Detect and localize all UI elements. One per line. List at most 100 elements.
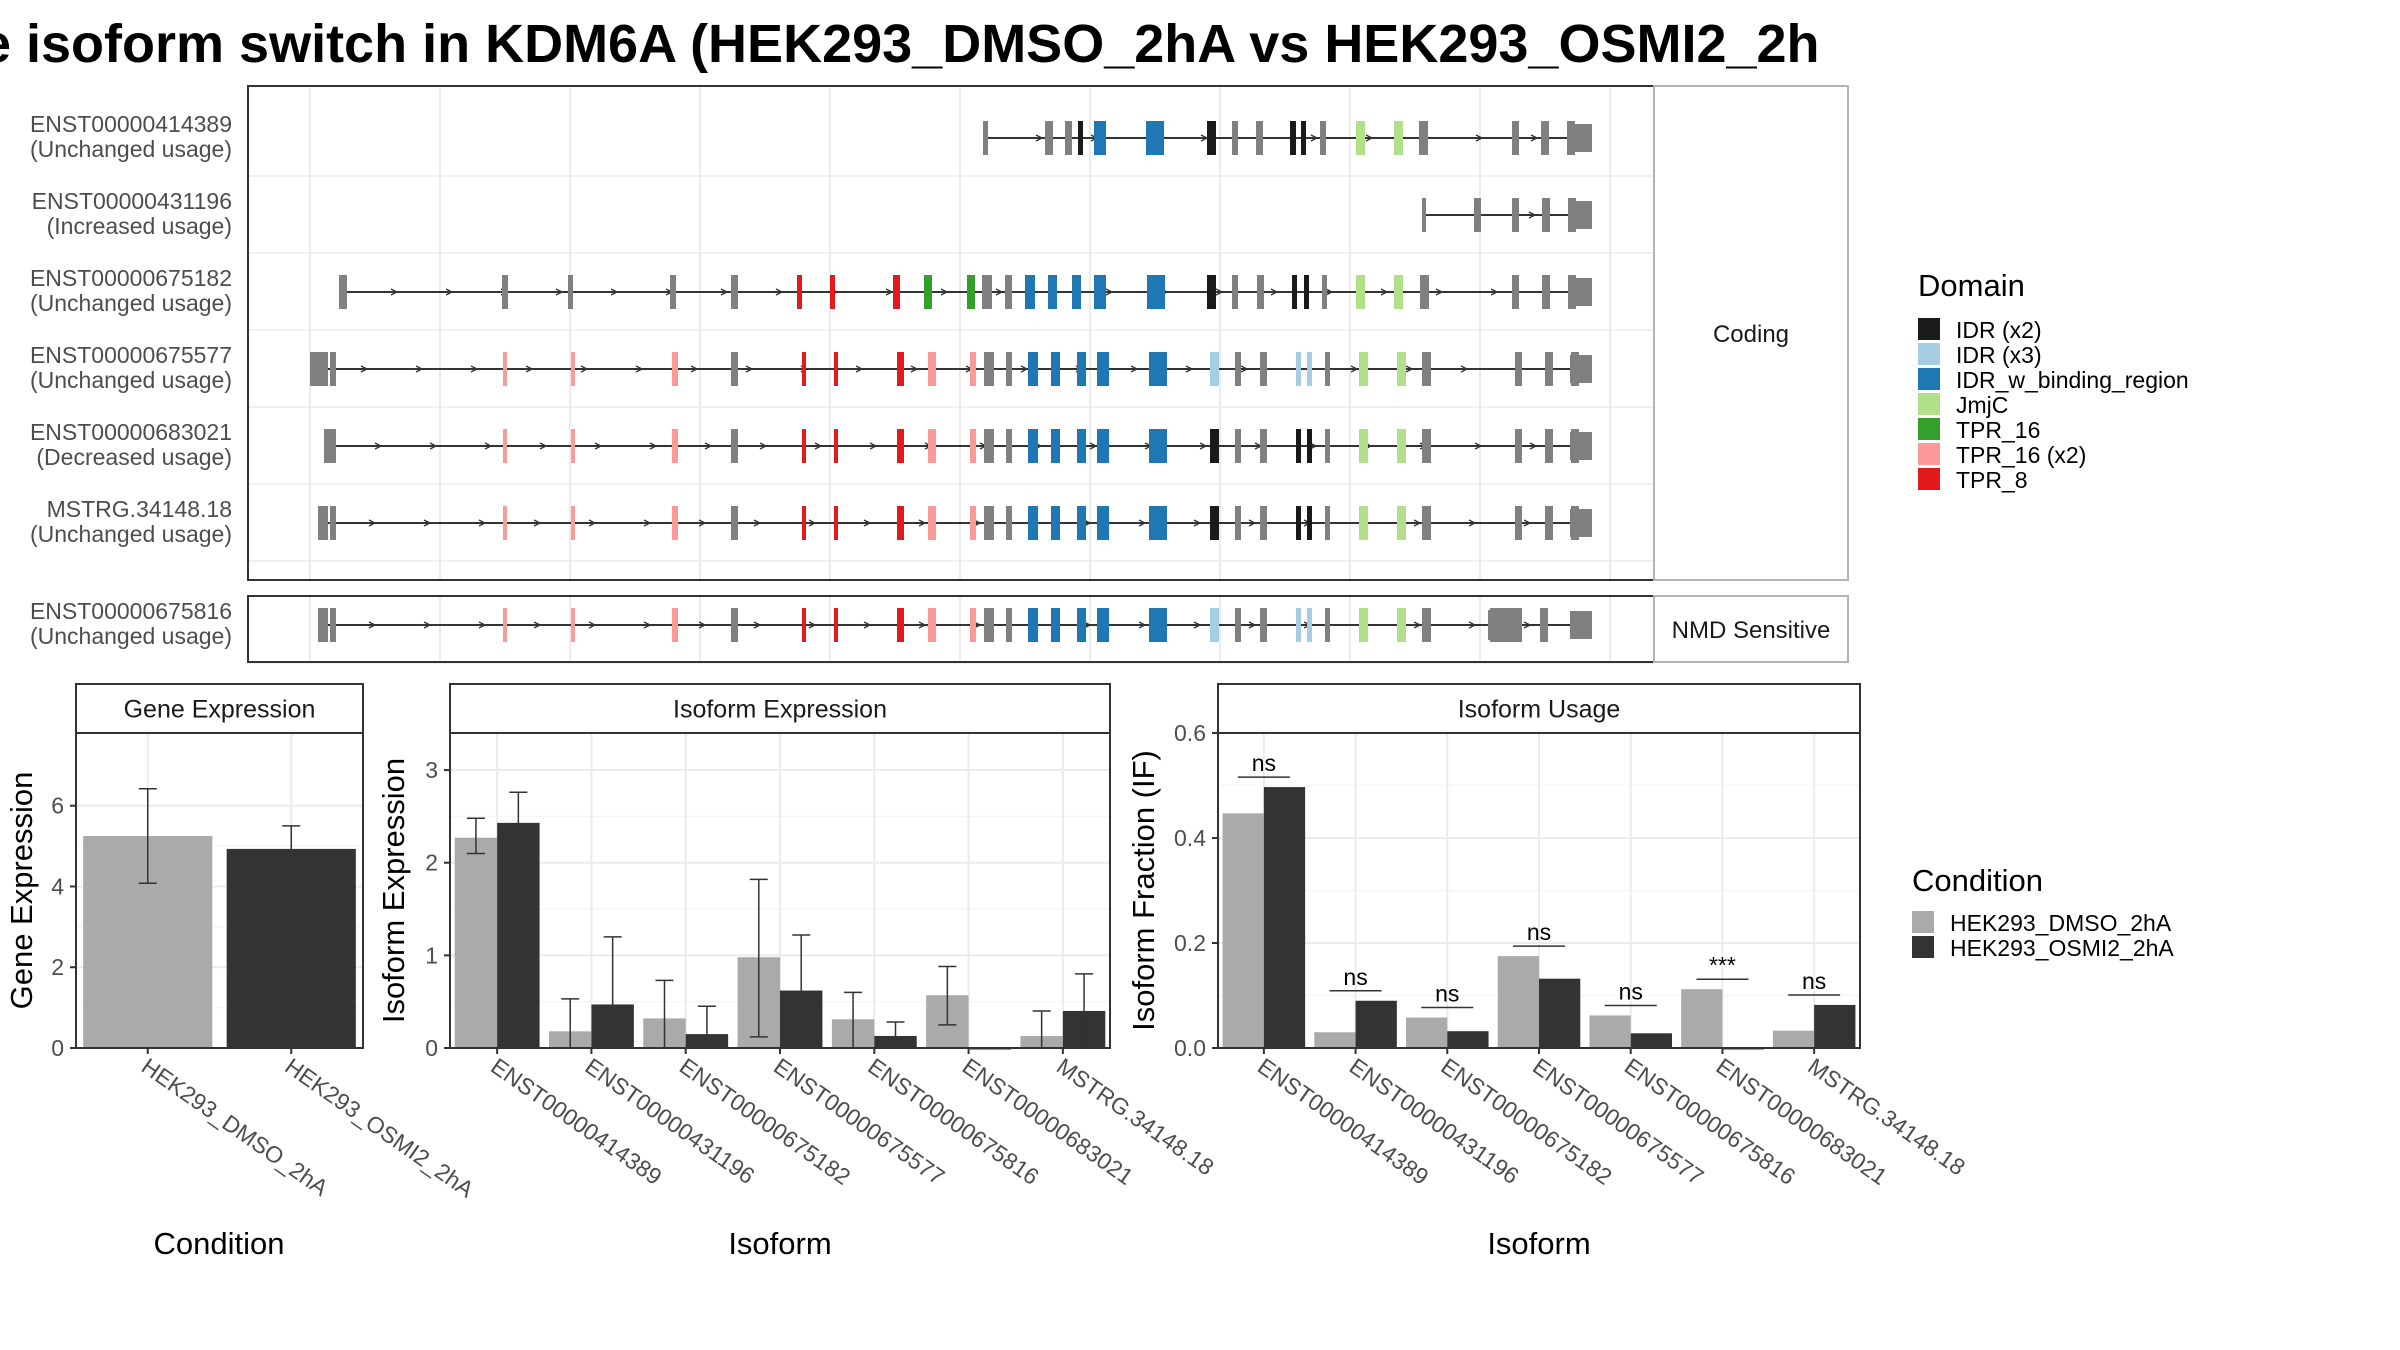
y-tick-label: 0.0 — [1174, 1035, 1206, 1061]
utr-exon — [1570, 124, 1592, 152]
exon — [1235, 608, 1241, 642]
strand-arrow — [423, 621, 432, 629]
strand-arrow — [1405, 365, 1414, 373]
exon — [1025, 275, 1035, 309]
exon — [1260, 608, 1267, 642]
exon — [1005, 275, 1012, 309]
exon — [1146, 121, 1164, 155]
strand-arrow — [594, 442, 603, 450]
exon — [1394, 275, 1403, 309]
exon — [1307, 506, 1312, 540]
exon — [1307, 608, 1312, 642]
strand-arrow — [533, 621, 542, 629]
facet-strip — [1653, 85, 1849, 581]
exon — [924, 275, 932, 309]
strand-arrow — [1185, 365, 1194, 373]
exon — [1006, 429, 1012, 463]
exon — [1051, 506, 1060, 540]
chart-panel-border — [1217, 732, 1861, 1049]
strand-arrow — [775, 288, 784, 296]
exon — [1397, 429, 1406, 463]
x-tick-label: ENST00000675182 — [675, 1053, 855, 1190]
exon — [1422, 608, 1431, 642]
exon — [1292, 275, 1297, 309]
strand-arrow — [753, 519, 762, 527]
chart-strip — [449, 683, 1111, 734]
exon — [802, 506, 806, 540]
exon — [503, 429, 507, 463]
exon — [571, 429, 575, 463]
condition-legend-swatch — [1912, 911, 1934, 933]
bar — [1681, 989, 1723, 1048]
strand-arrow — [555, 288, 564, 296]
strand-arrow — [808, 621, 817, 629]
strand-arrow — [1350, 365, 1359, 373]
exon — [1422, 198, 1426, 232]
strand-arrow — [643, 519, 652, 527]
exon — [1420, 275, 1429, 309]
strand-arrow — [580, 365, 589, 373]
y-tick-label: 0.2 — [1174, 930, 1206, 956]
utr-exon — [318, 608, 328, 642]
exon — [1094, 121, 1106, 155]
chart-panel-border — [75, 732, 364, 1049]
domain-legend-label: IDR (x3) — [1956, 342, 2042, 368]
exon — [502, 275, 508, 309]
exon — [1515, 352, 1522, 386]
strand-arrow — [1413, 519, 1422, 527]
y-tick-label: 2 — [51, 954, 64, 980]
x-tick-label: ENST00000431196 — [1345, 1053, 1524, 1189]
facet-strip-label: Coding — [1713, 321, 1789, 348]
exon — [1048, 275, 1057, 309]
strand-arrow — [1523, 621, 1532, 629]
exon — [1051, 608, 1060, 642]
exon — [834, 352, 838, 386]
y-tick-label: 0 — [425, 1035, 438, 1061]
strand-arrow — [745, 365, 754, 373]
exon — [1257, 275, 1264, 309]
x-axis-title: Isoform — [728, 1226, 831, 1261]
strand-arrow — [588, 519, 597, 527]
significance-label: ns — [1527, 919, 1551, 945]
exon — [1077, 352, 1086, 386]
chart-panel-border — [449, 732, 1111, 1049]
exon — [571, 352, 575, 386]
bar — [1630, 1033, 1672, 1048]
exon — [1028, 608, 1038, 642]
strand-arrow — [918, 519, 927, 527]
strand-arrow — [995, 288, 1004, 296]
exon — [967, 275, 975, 309]
exon — [571, 506, 575, 540]
facet-strip-label: NMD Sensitive — [1672, 617, 1831, 644]
exon — [1296, 608, 1301, 642]
exon — [1325, 506, 1330, 540]
bar — [1263, 787, 1306, 1048]
exon — [1325, 608, 1330, 642]
isoform-id-label: ENST00000431196 — [32, 188, 232, 214]
exon — [1149, 608, 1167, 642]
exon — [503, 352, 507, 386]
strand-arrow — [478, 519, 487, 527]
x-tick-label: ENST00000683021 — [1712, 1053, 1892, 1190]
strand-arrow — [1199, 442, 1208, 450]
utr-exon — [1570, 278, 1592, 306]
strand-arrow — [1035, 134, 1044, 142]
exon — [1028, 352, 1038, 386]
strand-arrow — [885, 288, 894, 296]
exon — [1307, 352, 1312, 386]
utr-exon — [1570, 509, 1592, 537]
domain-legend-swatch — [1918, 468, 1940, 490]
utr-exon — [310, 352, 328, 386]
exon — [1097, 429, 1109, 463]
exon — [731, 506, 738, 540]
exon — [893, 275, 900, 309]
exon — [330, 429, 336, 463]
exon — [1515, 506, 1522, 540]
domain-legend-swatch — [1918, 443, 1940, 465]
strand-arrow — [368, 621, 377, 629]
exon — [984, 352, 994, 386]
y-axis-title: Gene Expression — [4, 772, 39, 1010]
strand-arrow — [863, 621, 872, 629]
x-tick-label: ENST00000683021 — [958, 1053, 1138, 1190]
domain-legend-label: IDR_w_binding_region — [1956, 367, 2189, 393]
